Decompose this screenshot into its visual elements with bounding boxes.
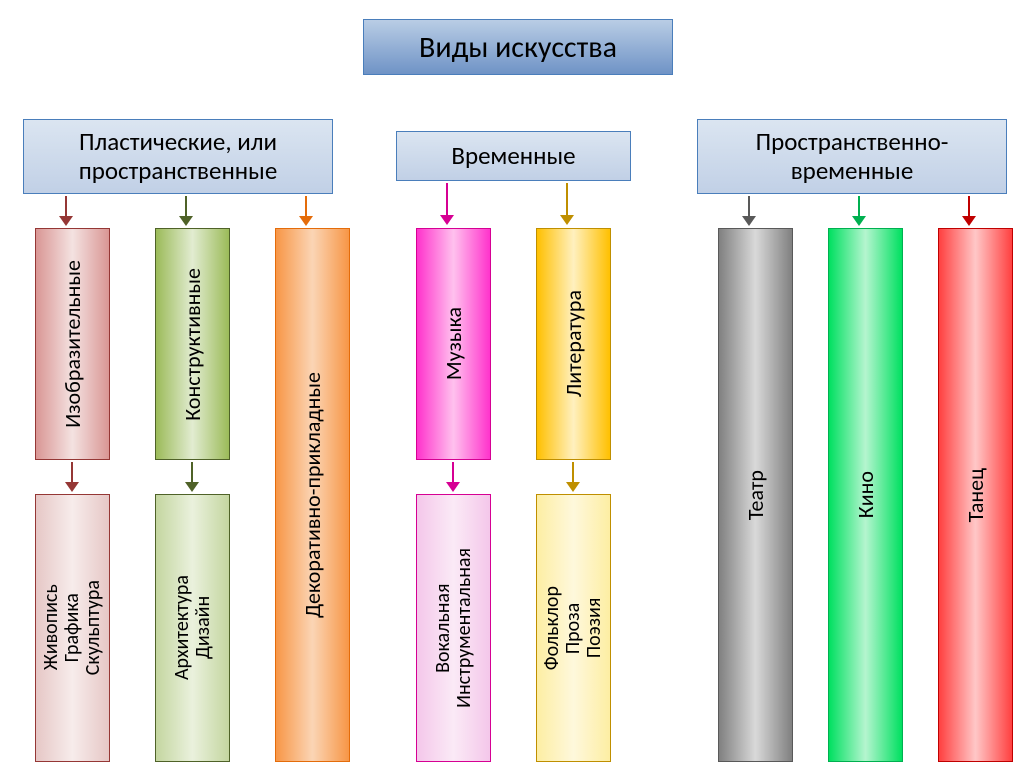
subcolumn-lines-1-0: ВокальнаяИнструментальная xyxy=(433,548,475,708)
subcolumn-0-0: ЖивописьГрафикаСкульптура xyxy=(35,494,110,762)
category-label-1: Временные xyxy=(451,142,575,171)
subcolumn-line: Графика xyxy=(62,580,83,675)
subcolumn-lines-0-1: АрхитектураДизайн xyxy=(172,575,214,680)
column-label-2-2: Танец xyxy=(964,468,987,522)
column-label-1-1: Литература xyxy=(562,290,585,397)
arrow-cat0-0 xyxy=(59,196,73,226)
arrow-col1-0 xyxy=(446,462,460,492)
subcolumn-1-1: ФольклорПрозаПоэзия xyxy=(536,494,611,762)
arrow-cat0-2 xyxy=(299,196,313,226)
subcolumn-line: Поэзия xyxy=(584,586,605,670)
column-label-0-0: Изобразительные xyxy=(61,260,84,428)
subcolumn-line: Дизайн xyxy=(193,575,214,680)
column-1-0: Музыка xyxy=(416,228,491,460)
arrow-cat2-0 xyxy=(742,196,756,226)
column-label-2-0: Театр xyxy=(744,470,767,520)
arrow-cat0-1 xyxy=(179,196,193,226)
arrow-cat1-0 xyxy=(440,183,454,225)
column-0-1: Конструктивные xyxy=(155,228,230,460)
subcolumn-lines-1-1: ФольклорПрозаПоэзия xyxy=(542,586,605,670)
column-label-0-1: Конструктивные xyxy=(181,268,204,421)
subcolumn-1-0: ВокальнаяИнструментальная xyxy=(416,494,491,762)
subcolumn-line: Проза xyxy=(563,586,584,670)
subcolumn-line: Инструментальная xyxy=(454,548,475,708)
subcolumn-line: Фольклор xyxy=(542,586,563,670)
column-0-2: Декоративно-прикладные xyxy=(275,228,350,762)
column-2-1: Кино xyxy=(828,228,903,762)
subcolumn-0-1: АрхитектураДизайн xyxy=(155,494,230,762)
arrow-cat2-1 xyxy=(852,196,866,226)
column-0-0: Изобразительные xyxy=(35,228,110,460)
category-box-1: Временные xyxy=(396,131,631,181)
column-label-1-0: Музыка xyxy=(442,307,465,380)
column-label-2-1: Кино xyxy=(854,471,877,518)
arrow-col1-1 xyxy=(566,462,580,492)
column-1-1: Литература xyxy=(536,228,611,460)
category-label-2: Пространственно- временные xyxy=(756,128,949,186)
category-box-2: Пространственно- временные xyxy=(697,119,1007,194)
category-label-0: Пластические, или пространственные xyxy=(79,128,278,186)
subcolumn-lines-0-0: ЖивописьГрафикаСкульптура xyxy=(41,580,104,675)
subcolumn-line: Архитектура xyxy=(172,575,193,680)
arrow-cat2-2 xyxy=(962,196,976,226)
arrow-cat1-1 xyxy=(560,183,574,225)
category-box-0: Пластические, или пространственные xyxy=(23,119,333,194)
column-2-2: Танец xyxy=(938,228,1013,762)
diagram-title-text: Виды искусства xyxy=(419,29,617,66)
diagram-title: Виды искусства xyxy=(363,19,673,75)
subcolumn-line: Скульптура xyxy=(83,580,104,675)
arrow-col0-0 xyxy=(65,462,79,492)
column-2-0: Театр xyxy=(718,228,793,762)
subcolumn-line: Вокальная xyxy=(433,548,454,708)
column-label-0-2: Декоративно-прикладные xyxy=(301,372,324,618)
arrow-col0-1 xyxy=(185,462,199,492)
subcolumn-line: Живопись xyxy=(41,580,62,675)
